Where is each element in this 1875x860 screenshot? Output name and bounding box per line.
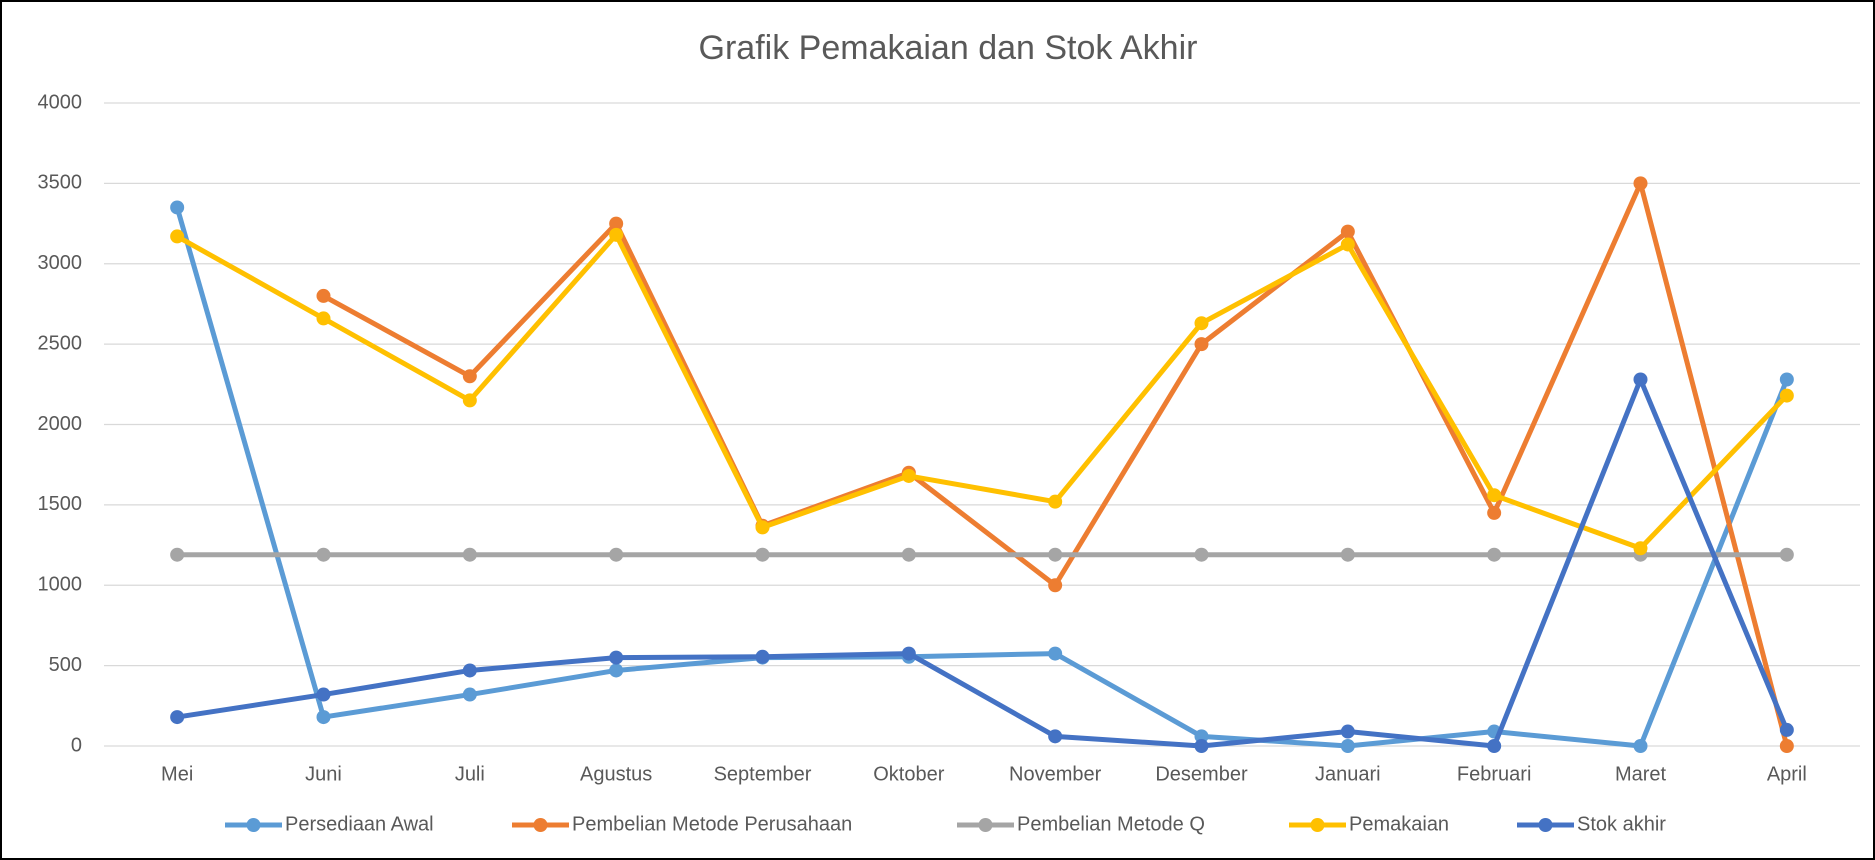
data-point: [1340, 724, 1355, 739]
data-point: [462, 369, 477, 384]
data-point: [1048, 646, 1063, 661]
data-point: [1194, 729, 1209, 744]
data-point: [609, 216, 624, 231]
data-point: [1340, 547, 1355, 562]
chart-title: Grafik Pemakaian dan Stok Akhir: [699, 29, 1198, 67]
data-point: [1779, 372, 1794, 387]
series-line: [176, 376, 1790, 749]
data-point: [1048, 729, 1063, 744]
legend-swatch-marker: [978, 818, 993, 832]
x-tick-label: Mei: [161, 763, 193, 785]
legend-label: Stok akhir: [1577, 813, 1666, 835]
data-point: [170, 710, 185, 725]
data-point: [755, 547, 770, 562]
data-point: [462, 663, 477, 678]
data-point: [755, 520, 770, 535]
x-tick-label: Maret: [1615, 763, 1667, 785]
data-point: [1487, 488, 1502, 503]
data-point: [1340, 739, 1355, 753]
data-point: [1633, 372, 1648, 387]
y-tick-label: 2000: [38, 413, 83, 435]
legend-label: Pembelian Metode Perusahaan: [572, 813, 852, 835]
data-point: [755, 649, 770, 664]
y-tick-label: 1500: [38, 493, 83, 515]
series-line: [174, 206, 1790, 749]
data-point: [1779, 547, 1794, 562]
x-tick-label: September: [714, 763, 812, 785]
legend-label: Pembelian Metode Q: [1017, 813, 1205, 835]
x-tick-label: Juni: [305, 763, 342, 785]
y-tick-label: 1000: [38, 574, 83, 596]
y-tick-label: 500: [49, 654, 82, 676]
data-point: [609, 227, 624, 242]
y-tick-label: 2500: [38, 332, 83, 354]
legend-swatch-marker: [1538, 818, 1553, 832]
data-point: [316, 311, 331, 326]
data-point: [1779, 739, 1794, 753]
y-tick-label: 3000: [38, 252, 83, 274]
x-tick-label: Oktober: [873, 763, 944, 785]
data-point: [170, 200, 185, 215]
data-point: [1487, 505, 1502, 520]
legend-swatch-marker: [533, 818, 548, 832]
data-point: [1340, 237, 1355, 252]
data-point: [316, 687, 331, 702]
x-tick-label: April: [1767, 763, 1807, 785]
data-point: [609, 650, 624, 665]
data-point: [1048, 494, 1063, 509]
series-line: [175, 232, 1789, 551]
data-point: [1194, 337, 1209, 352]
y-tick-label: 0: [71, 734, 82, 756]
data-point: [1779, 722, 1794, 737]
data-point: [462, 393, 477, 408]
data-point: [1633, 739, 1648, 753]
legend-swatch-marker: [246, 818, 261, 832]
legend-label: Pemakaian: [1349, 813, 1449, 835]
data-point: [462, 547, 477, 562]
data-point: [170, 547, 185, 562]
x-tick-label: Desember: [1155, 763, 1248, 785]
y-tick-label: 4000: [38, 91, 83, 113]
data-point: [1048, 578, 1063, 593]
x-tick-label: Juli: [455, 763, 485, 785]
data-point: [1194, 316, 1209, 331]
data-point: [1779, 388, 1794, 403]
data-point: [316, 288, 331, 303]
data-point: [462, 687, 477, 702]
legend-label: Persediaan Awal: [285, 813, 434, 835]
data-point: [901, 547, 916, 562]
y-tick-label: 3500: [38, 172, 83, 194]
data-point: [1633, 176, 1648, 191]
data-point: [316, 547, 331, 562]
data-point: [316, 710, 331, 725]
x-tick-label: Februari: [1457, 763, 1531, 785]
data-point: [1194, 547, 1209, 562]
data-point: [170, 229, 185, 244]
x-tick-label: Agustus: [580, 763, 652, 785]
data-point: [901, 646, 916, 661]
data-point: [1487, 547, 1502, 562]
data-point: [1194, 739, 1209, 753]
data-point: [1487, 739, 1502, 753]
data-point: [901, 468, 916, 483]
x-tick-label: November: [1009, 763, 1102, 785]
data-point: [1633, 541, 1648, 556]
data-point: [609, 547, 624, 562]
data-point: [609, 663, 624, 678]
x-tick-label: Januari: [1315, 763, 1381, 785]
data-point: [1340, 224, 1355, 239]
legend-swatch-marker: [1310, 818, 1325, 832]
data-point: [1048, 547, 1063, 562]
